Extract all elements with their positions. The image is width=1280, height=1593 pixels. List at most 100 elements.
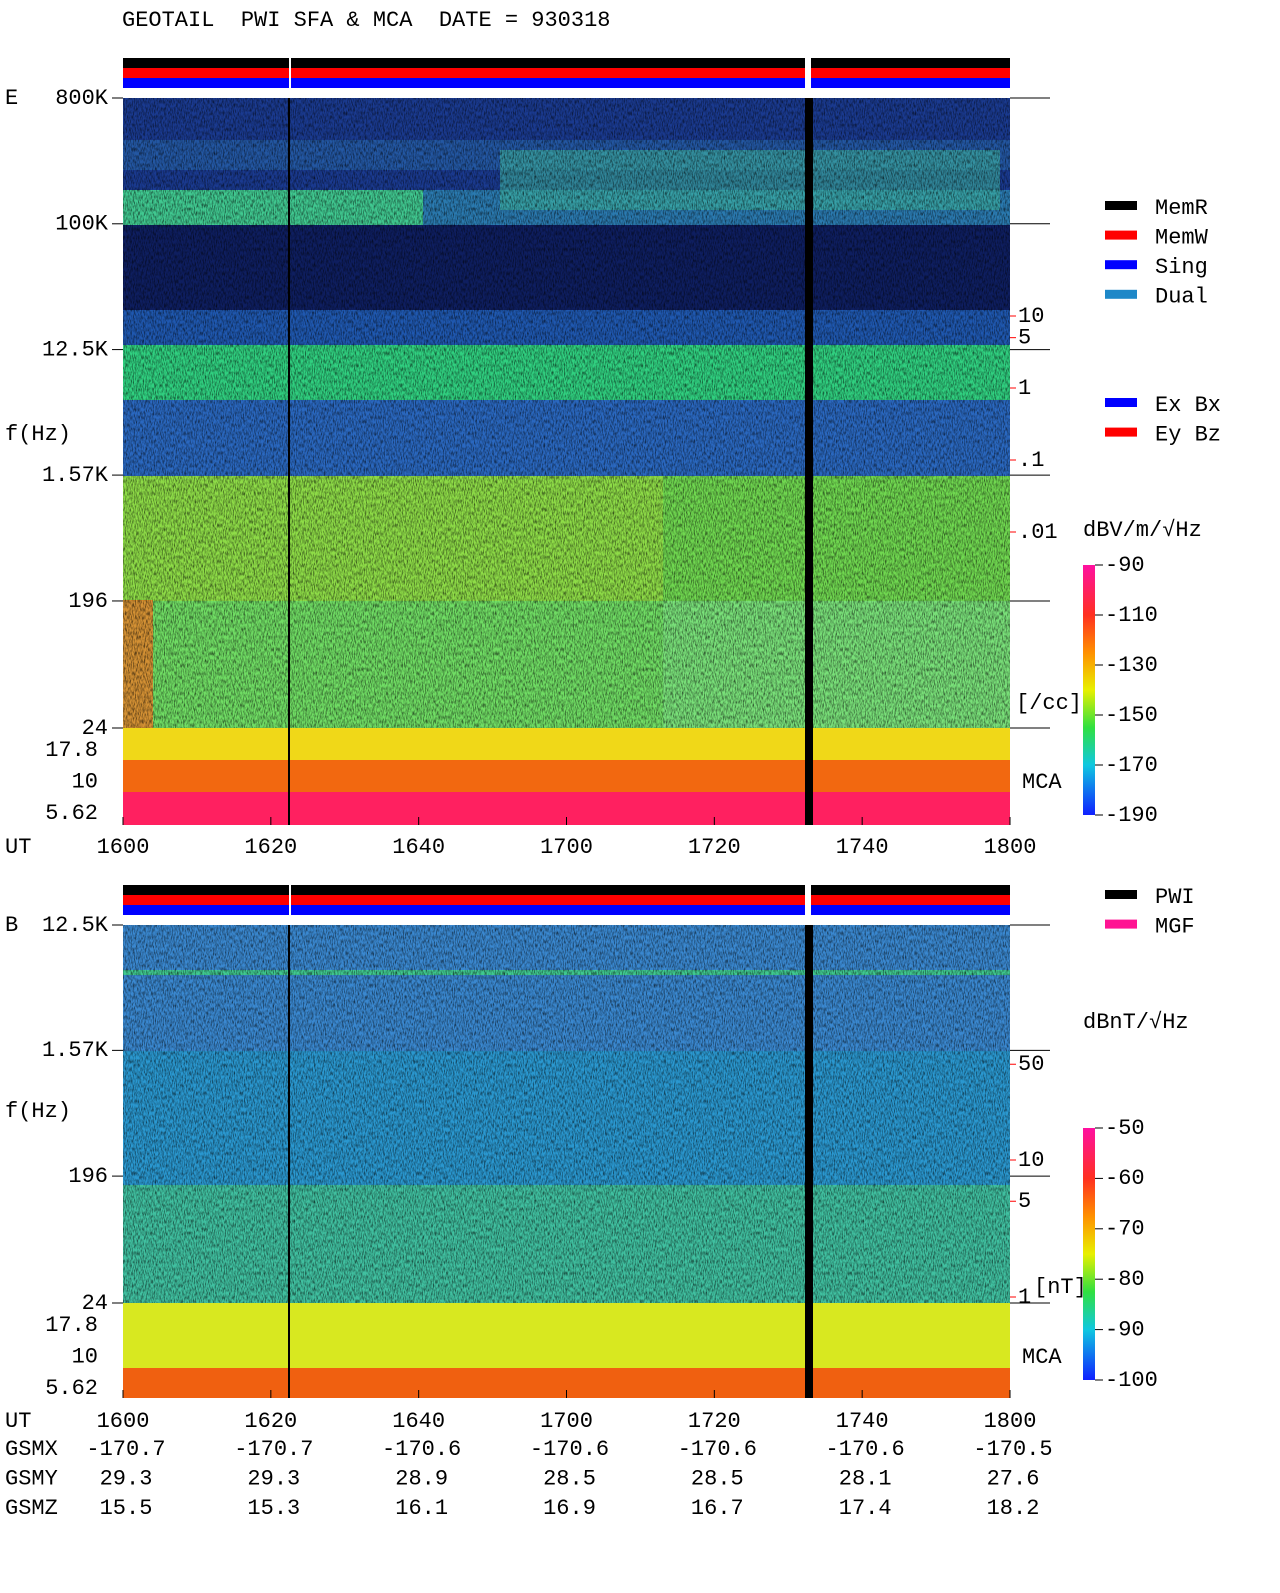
x-tick-label: 1600 [97, 1409, 150, 1434]
density-tick-label: 5 [1018, 1189, 1031, 1214]
colorbar-tick-label: -150 [1105, 703, 1158, 728]
y-axis-label: f(Hz) [5, 422, 71, 447]
x-tick-label: 1600 [97, 835, 150, 860]
legend-swatch [1105, 398, 1137, 407]
y-tick-label: 100K [55, 212, 109, 237]
colorbar-unit: dBnT/√Hz [1083, 1010, 1189, 1035]
density-tick-label: .1 [1018, 448, 1044, 473]
orbit-value: 27.6 [987, 1466, 1040, 1491]
legend-label: MemR [1155, 196, 1208, 221]
legend-swatch [1105, 919, 1137, 929]
mca-tick-label: 17.8 [45, 738, 98, 763]
orbit-value: 28.5 [543, 1466, 596, 1491]
colorbar-tick-label: -100 [1105, 1368, 1158, 1393]
orbit-value: 17.4 [839, 1496, 892, 1521]
mca-label: MCA [1022, 770, 1062, 795]
orbit-label: GSMY [5, 1466, 58, 1491]
y-tick-label: 1.57K [42, 463, 109, 488]
y-axis-label: f(Hz) [5, 1099, 71, 1124]
colorbar-unit: dBV/m/√Hz [1083, 518, 1202, 543]
colorbar-tick-label: -80 [1105, 1267, 1145, 1292]
y-tick-label: 1.57K [42, 1038, 109, 1063]
x-tick-label: 1800 [984, 835, 1037, 860]
spectrogram-b [123, 925, 1010, 1398]
legend-label: Dual [1155, 285, 1208, 310]
orbit-value: -170.6 [382, 1437, 461, 1462]
x-tick-label: 1640 [392, 835, 445, 860]
orbit-label: GSMZ [5, 1496, 58, 1521]
time-axis-label: UT [5, 835, 31, 860]
density-tick-label: 10 [1018, 1148, 1044, 1173]
colorbar [1083, 1128, 1095, 1380]
orbit-value: -170.7 [234, 1437, 313, 1462]
panel-label: B [5, 913, 18, 938]
colorbar-tick-label: -110 [1105, 603, 1158, 628]
mca-tick-label: 5.62 [45, 801, 98, 826]
x-tick-label: 1700 [540, 1409, 593, 1434]
orbit-value: 15.3 [247, 1496, 300, 1521]
y-tick-label: 196 [68, 1164, 108, 1189]
mca-tick-label: 5.62 [45, 1376, 98, 1401]
y-tick-label: 12.5K [42, 913, 109, 938]
density-tick-label: 1 [1018, 1285, 1031, 1310]
orbit-value: 28.1 [839, 1466, 892, 1491]
colorbar-tick-label: -60 [1105, 1166, 1145, 1191]
y-tick-label: 12.5K [42, 337, 109, 362]
x-tick-label: 1720 [688, 1409, 741, 1434]
x-tick-label: 1740 [836, 835, 889, 860]
orbit-value: -170.6 [826, 1437, 905, 1462]
y-tick-label: 24 [82, 716, 108, 741]
status-bars [123, 58, 1010, 915]
x-tick-label: 1800 [984, 1409, 1037, 1434]
orbit-value: -170.6 [530, 1437, 609, 1462]
x-tick-label: 1620 [244, 835, 297, 860]
colorbar-tick-label: -90 [1105, 1317, 1145, 1342]
mca-tick-label: 10 [72, 769, 98, 794]
density-tick-label: .01 [1018, 520, 1058, 545]
legend-label: Sing [1155, 255, 1208, 280]
legend-label: MGF [1155, 914, 1195, 939]
mca-tick-label: 10 [72, 1344, 98, 1369]
legend-swatch [1105, 201, 1137, 210]
orbit-value: 29.3 [100, 1466, 153, 1491]
colorbar-tick-label: -50 [1105, 1116, 1145, 1141]
x-tick-label: 1620 [244, 1409, 297, 1434]
legend-label: MemW [1155, 225, 1209, 250]
orbit-value: 28.5 [691, 1466, 744, 1491]
y-tick-label: 196 [68, 589, 108, 614]
density-tick-label: 10 [1018, 304, 1044, 329]
legend-swatch [1105, 890, 1137, 899]
time-axis-label: UT [5, 1409, 31, 1434]
legend-label: PWI [1155, 885, 1195, 910]
orbit-value: 16.7 [691, 1496, 744, 1521]
x-tick-label: 1740 [836, 1409, 889, 1434]
orbit-value: 16.9 [543, 1496, 596, 1521]
density-tick-label: 50 [1018, 1052, 1044, 1077]
density-tick-label: 5 [1018, 325, 1031, 350]
mca-tick-label: 17.8 [45, 1313, 98, 1338]
mca-label: MCA [1022, 1345, 1062, 1370]
y-tick-label: 800K [55, 86, 109, 111]
orbit-value: 28.9 [395, 1466, 448, 1491]
colorbar-tick-label: -70 [1105, 1217, 1145, 1242]
orbit-value: -170.5 [973, 1437, 1052, 1462]
orbit-value: 29.3 [247, 1466, 300, 1491]
density-tick-label: 1 [1018, 376, 1031, 401]
legend-label: Ex Bx [1155, 393, 1221, 418]
legend-swatch [1105, 289, 1137, 299]
orbit-value: -170.6 [678, 1437, 757, 1462]
legend-swatch [1105, 260, 1137, 270]
x-tick-label: 1640 [392, 1409, 445, 1434]
legend-swatch [1105, 230, 1137, 240]
colorbar-tick-label: -190 [1105, 803, 1158, 828]
x-tick-label: 1720 [688, 835, 741, 860]
orbit-value: 15.5 [100, 1496, 153, 1521]
y-tick-label: 24 [82, 1291, 108, 1316]
colorbar-tick-label: -170 [1105, 753, 1158, 778]
x-tick-label: 1700 [540, 835, 593, 860]
orbit-label: GSMX [5, 1437, 58, 1462]
spectrogram-e [123, 98, 1010, 825]
legend-label: Ey Bz [1155, 422, 1221, 447]
title: GEOTAIL PWI SFA & MCA DATE = 930318 [122, 8, 610, 33]
